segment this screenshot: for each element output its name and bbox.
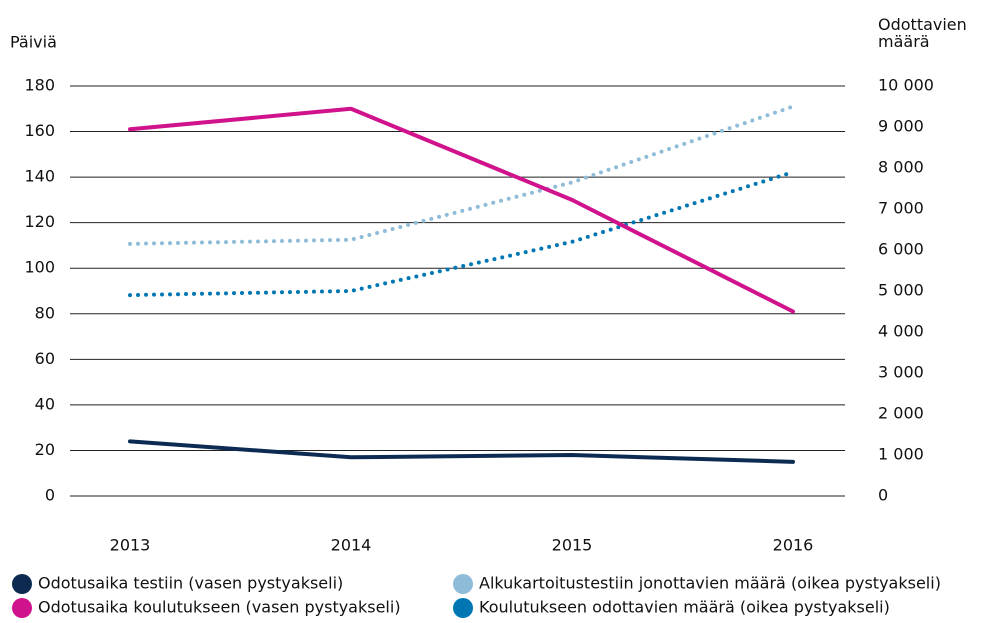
y2-axis-title: Odottavien määrä bbox=[878, 15, 967, 51]
legend-marker bbox=[12, 598, 32, 618]
series-line bbox=[128, 439, 795, 464]
y2-tick-label: 7 000 bbox=[878, 199, 924, 218]
y-tick-label: 120 bbox=[24, 212, 55, 231]
legend-label: Odotusaika koulutukseen (vasen pystyakse… bbox=[38, 598, 401, 617]
y-tick-label: 0 bbox=[45, 486, 55, 505]
y-tick-label: 160 bbox=[24, 121, 55, 140]
x-tick-label: 2015 bbox=[552, 536, 593, 555]
y-tick-label: 140 bbox=[24, 167, 55, 186]
y-tick-label: 60 bbox=[35, 349, 55, 368]
y2-tick-label: 9 000 bbox=[878, 117, 924, 136]
x-tick-label: 2016 bbox=[773, 536, 814, 555]
y-axis-title: Päiviä bbox=[10, 33, 57, 52]
y2-tick-label: 5 000 bbox=[878, 281, 924, 300]
y-tick-label: 100 bbox=[24, 258, 55, 277]
y2-tick-label: 6 000 bbox=[878, 240, 924, 259]
y2-tick-label: 4 000 bbox=[878, 322, 924, 341]
legend-label: Alkukartoitustestiin jonottavien määrä (… bbox=[479, 574, 941, 593]
legend-marker bbox=[453, 574, 473, 594]
y2-tick-label: 1 000 bbox=[878, 445, 924, 464]
x-tick-label: 2013 bbox=[110, 536, 151, 555]
y2-tick-label: 10 000 bbox=[878, 76, 934, 95]
series-line bbox=[128, 106, 795, 314]
y2-tick-label: 8 000 bbox=[878, 158, 924, 177]
y-tick-label: 20 bbox=[35, 440, 55, 459]
y2-tick-label: 2 000 bbox=[878, 404, 924, 423]
y-tick-label: 80 bbox=[35, 303, 55, 322]
series-line bbox=[128, 170, 795, 298]
y-tick-label: 180 bbox=[24, 76, 55, 95]
y2-tick-label: 0 bbox=[878, 486, 888, 505]
series-line bbox=[128, 104, 795, 246]
x-tick-label: 2014 bbox=[331, 536, 372, 555]
legend-marker bbox=[453, 598, 473, 618]
legend-label: Odotusaika testiin (vasen pystyakseli) bbox=[38, 574, 343, 593]
y2-tick-label: 3 000 bbox=[878, 363, 924, 382]
legend-marker bbox=[12, 574, 32, 594]
y-tick-label: 40 bbox=[35, 394, 55, 413]
legend-label: Koulutukseen odottavien määrä (oikea pys… bbox=[479, 598, 890, 617]
